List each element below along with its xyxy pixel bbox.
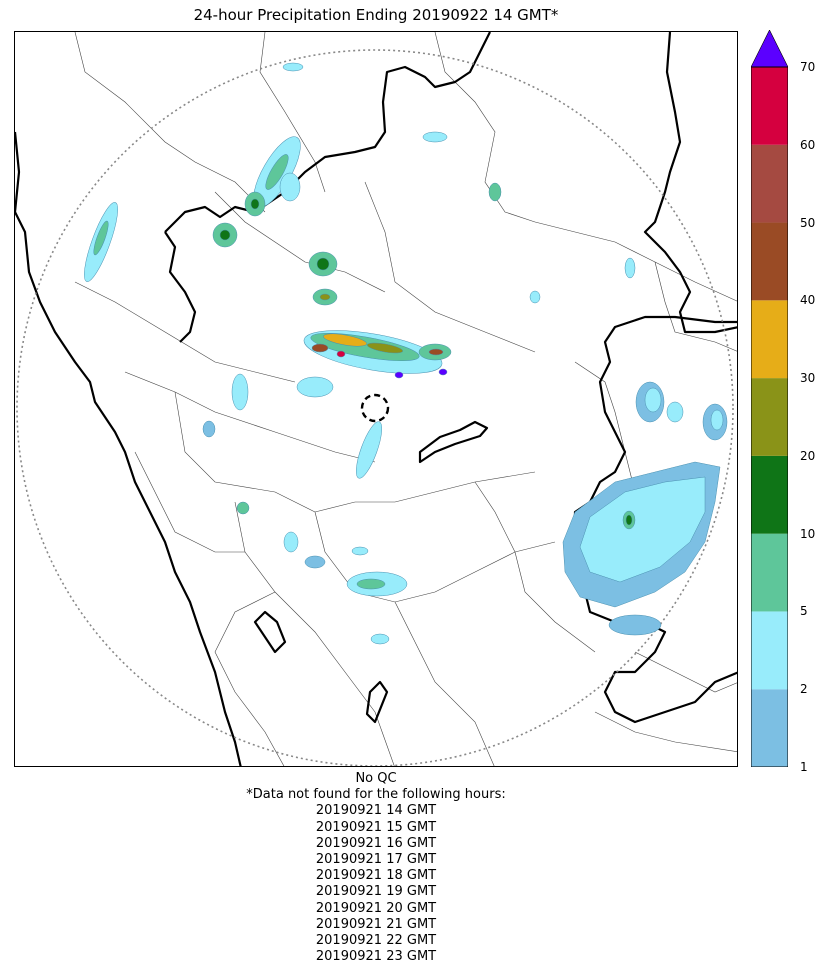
missing-hour-item: 20190921 21 GMT xyxy=(315,916,437,932)
colorbar-cell xyxy=(751,144,788,223)
data-notes: No QC *Data not found for the following … xyxy=(14,771,738,965)
precipitation-echoes xyxy=(84,62,728,645)
missing-hour-item: 20190921 18 GMT xyxy=(315,868,437,884)
missing-data-header: *Data not found for the following hours: xyxy=(246,787,506,803)
colorbar-tick-label: 40 xyxy=(800,293,816,308)
colorbar-cell xyxy=(751,689,788,767)
qc-note: No QC xyxy=(355,771,397,786)
colorbar-tick-label: 50 xyxy=(800,215,816,230)
map-canvas xyxy=(15,32,737,766)
missing-hours-list: 20190921 14 GMT 20190921 15 GMT 20190921 1… xyxy=(14,803,738,965)
map-title: 24-hour Precipitation Ending 20190922 14… xyxy=(193,6,559,24)
colorbar-tick-label: 5 xyxy=(800,604,808,619)
colorbar-tick-label: 1 xyxy=(800,760,808,774)
colorbar-cell xyxy=(751,455,788,534)
colorbar-tick-label: 70 xyxy=(800,60,816,74)
colorbar-tick-label: 20 xyxy=(800,448,816,463)
colorbar xyxy=(750,29,789,768)
colorbar-tick-label: 30 xyxy=(800,371,816,386)
colorbar-cell xyxy=(751,222,788,301)
colorbar-cell xyxy=(751,67,788,145)
missing-hour-item: 20190921 20 GMT xyxy=(315,900,437,916)
colorbar-tick-label: 10 xyxy=(800,526,816,541)
missing-hour-item: 20190921 19 GMT xyxy=(315,884,437,900)
colorbar-cell xyxy=(751,378,788,456)
colorbar-cell xyxy=(751,300,788,379)
missing-hour-item: 20190921 15 GMT xyxy=(315,819,437,835)
colorbar-extend-arrow xyxy=(750,29,789,68)
radar-site-marker xyxy=(360,393,390,423)
district-boundaries xyxy=(74,32,737,766)
missing-hour-item: 20190921 22 GMT xyxy=(315,933,437,949)
colorbar-cell xyxy=(751,533,788,612)
missing-hour-item: 20190921 14 GMT xyxy=(315,803,437,819)
state-boundaries xyxy=(15,32,737,766)
missing-hour-item: 20190921 16 GMT xyxy=(315,835,437,851)
colorbar-graphic xyxy=(750,29,789,768)
missing-hour-item: 20190921 23 GMT xyxy=(315,949,437,965)
colorbar-tick-label: 60 xyxy=(800,137,816,152)
colorbar-cell xyxy=(751,611,788,690)
missing-hour-item: 20190921 17 GMT xyxy=(315,852,437,868)
radar-map[interactable] xyxy=(14,31,738,767)
radar-range-ring xyxy=(16,49,734,766)
colorbar-tick-label: 2 xyxy=(800,682,808,697)
